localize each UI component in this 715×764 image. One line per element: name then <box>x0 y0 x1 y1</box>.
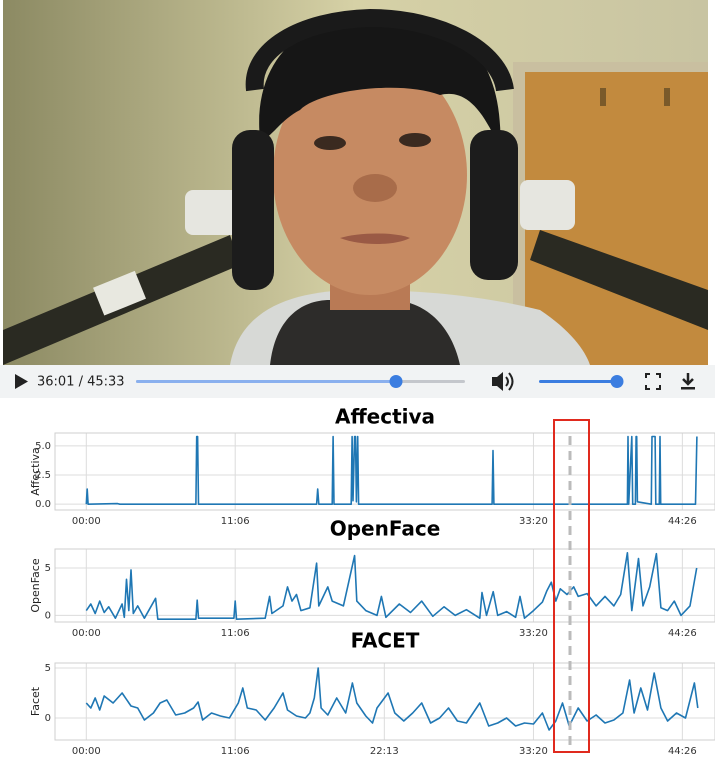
highlight-box <box>553 419 590 753</box>
y-tick-label: 5.0 <box>35 441 51 452</box>
x-tick-label: 22:13 <box>370 746 399 757</box>
plot-frame <box>54 432 715 511</box>
chart-title: OpenFace <box>330 517 441 541</box>
y-tick-label: 5 <box>45 663 51 674</box>
volume-track[interactable] <box>539 380 617 383</box>
volume-button[interactable] <box>492 372 514 391</box>
charts: Affectiva Affectiva 0.0 2.5 5.0 00:00 11:06 33:… <box>29 405 715 757</box>
video-frame <box>3 0 708 365</box>
x-tick-label: 44:26 <box>668 746 697 757</box>
plot-frame <box>54 548 715 623</box>
video-controls: 36:01 / 45:33 <box>0 365 715 398</box>
x-tick-label: 11:06 <box>221 516 250 527</box>
data-line <box>85 435 698 505</box>
y-axis-label: OpenFace <box>29 558 42 612</box>
x-tick-label: 11:06 <box>221 628 250 639</box>
x-tick-label: 44:26 <box>668 628 697 639</box>
fullscreen-button[interactable] <box>645 373 661 390</box>
y-axis-label: Affectiva <box>29 447 42 496</box>
y-tick-label: 0 <box>45 610 51 621</box>
y-tick-label: 0 <box>45 713 51 724</box>
y-tick-label: 2.5 <box>35 470 51 481</box>
progress-knob[interactable] <box>389 375 403 388</box>
data-line <box>85 552 698 620</box>
x-tick-label: 00:00 <box>72 746 101 757</box>
plot-frame <box>54 662 715 741</box>
x-tick-label: 33:20 <box>519 628 548 639</box>
time-display: 36:01 / 45:33 <box>37 375 125 390</box>
x-tick-label: 33:20 <box>519 516 548 527</box>
y-tick-label: 5 <box>45 563 51 574</box>
y-axis-label: Facet <box>29 686 42 716</box>
chart-title: FACET <box>351 629 420 653</box>
play-button[interactable] <box>15 374 28 389</box>
x-tick-label: 00:00 <box>72 628 101 639</box>
x-tick-label: 44:26 <box>668 516 697 527</box>
x-tick-label: 00:00 <box>72 516 101 527</box>
volume-knob[interactable] <box>610 375 624 388</box>
x-tick-label: 11:06 <box>221 746 250 757</box>
download-button[interactable] <box>681 373 695 390</box>
y-tick-label: 0.0 <box>35 499 51 510</box>
data-line <box>85 667 699 731</box>
x-tick-label: 33:20 <box>519 746 548 757</box>
chart-title: Affectiva <box>335 405 435 429</box>
